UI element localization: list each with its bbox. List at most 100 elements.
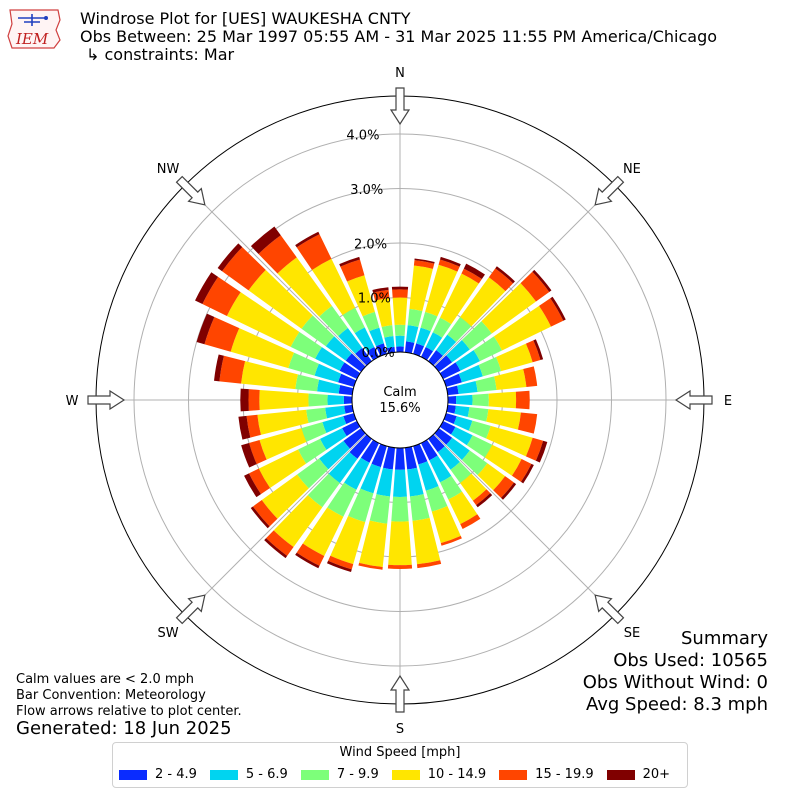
bar-120-bin-2 — [466, 435, 493, 458]
flow-arrow-w — [87, 389, 126, 411]
bar-250-bin-3 — [259, 428, 307, 460]
bar-50-bin-3 — [481, 283, 537, 334]
bar-20-bin-4 — [438, 259, 460, 272]
bar-20-bin-0 — [413, 343, 425, 357]
bar-30-bin-2 — [432, 317, 452, 338]
bar-240-bin-5 — [244, 473, 261, 498]
bar-290-bin-0 — [338, 373, 357, 387]
bar-20-bin-5 — [440, 256, 461, 267]
bar-70-bin-4 — [525, 340, 541, 363]
bar-300-bin-0 — [339, 362, 361, 380]
legend-label-5: 20+ — [642, 767, 671, 782]
bar-320-bin-0 — [355, 347, 372, 366]
bar-90-bin-2 — [472, 393, 489, 407]
flow-arrows-note: Flow arrows relative to plot center. — [16, 704, 242, 719]
bar-330-bin-0 — [366, 347, 380, 361]
chart-title-block: Windrose Plot for [UES] WAUKESHA CNTY Ob… — [80, 10, 717, 64]
bar-230-bin-3 — [261, 474, 309, 519]
summary-obs-without-wind: Obs Without Wind: 0 — [582, 672, 768, 693]
flow-arrow-e — [674, 389, 713, 411]
bar-250-bin-2 — [301, 422, 327, 442]
bar-340-bin-0 — [375, 343, 387, 357]
bar-250-bin-4 — [249, 440, 267, 465]
bar-170-bin-3 — [412, 517, 441, 565]
bar-210-bin-4 — [296, 543, 325, 566]
bar-300-bin-3 — [226, 292, 300, 347]
bar-270-bin-2 — [308, 393, 328, 407]
compass-label-se: SE — [624, 626, 640, 641]
bar-280-bin-5 — [214, 354, 224, 382]
bar-340-bin-1 — [369, 327, 384, 347]
bar-0-bin-1 — [395, 335, 405, 347]
bar-190-bin-3 — [359, 520, 388, 568]
bar-280-bin-2 — [295, 374, 320, 392]
bar-110-bin-4 — [525, 437, 544, 461]
bar-180-bin-1 — [393, 469, 407, 498]
bar-210-bin-0 — [360, 439, 380, 463]
bar-350-bin-1 — [384, 335, 395, 349]
bar-290-bin-4 — [204, 316, 240, 352]
bar-40-bin-0 — [428, 350, 443, 366]
compass-label-ne: NE — [623, 162, 641, 177]
radial-tick-label-4: 4.0% — [346, 129, 379, 144]
bar-220-bin-0 — [349, 434, 372, 459]
bar-300-bin-1 — [315, 347, 345, 371]
bar-310-bin-3 — [248, 269, 313, 329]
bar-100-bin-1 — [454, 405, 470, 418]
legend-swatch-5 — [606, 769, 635, 780]
summary-box: Summary Obs Used: 10565 Obs Without Wind… — [583, 628, 768, 716]
bar-150-bin-2 — [440, 475, 463, 500]
bar-100-bin-4 — [517, 412, 538, 434]
constraints: ↳ constraints: Mar — [86, 45, 235, 64]
summary-avg-speed: Avg Speed: 8.3 mph — [586, 694, 768, 715]
bar-140-bin-2 — [450, 461, 472, 484]
bar-240-bin-0 — [342, 420, 361, 437]
bar-350-bin-2 — [381, 325, 394, 338]
bar-240-bin-4 — [248, 468, 270, 495]
bar-290-bin-5 — [196, 313, 215, 345]
bar-60-bin-5 — [550, 296, 566, 321]
bar-330-bin-1 — [354, 327, 375, 352]
bar-250-bin-5 — [241, 443, 257, 468]
bar-110-bin-5 — [535, 440, 548, 463]
bar-260-bin-5 — [238, 415, 251, 440]
bar-50-bin-1 — [446, 340, 470, 363]
legend-item-2: 7 - 9.9 — [300, 767, 379, 782]
logo-text: IEM — [15, 30, 49, 48]
bar-220-bin-2 — [307, 473, 340, 508]
bar-110-bin-1 — [453, 416, 473, 431]
bar-300-bin-2 — [290, 331, 322, 359]
bar-350-bin-3 — [375, 298, 393, 328]
radial-tick-label-1: 1.0% — [358, 292, 391, 307]
bar-150-bin-3 — [448, 491, 478, 525]
bar-170-bin-1 — [407, 467, 424, 497]
bar-180-bin-3 — [388, 521, 412, 566]
flow-arrow-nw — [175, 175, 206, 206]
bar-150-bin-4 — [460, 514, 481, 529]
bar-0-bin-4 — [392, 289, 408, 298]
compass-label-sw: SW — [158, 626, 179, 641]
bar-0-bin-5 — [391, 286, 409, 290]
bar-30-bin-4 — [461, 268, 482, 284]
bar-70-bin-2 — [478, 357, 502, 377]
bar-310-bin-1 — [325, 336, 352, 361]
bar-200-bin-0 — [371, 443, 387, 468]
bar-320-bin-1 — [338, 328, 363, 354]
bar-70-bin-3 — [496, 343, 533, 372]
bar-220-bin-1 — [328, 452, 358, 484]
compass-label-n: N — [395, 66, 405, 81]
bar-90-bin-3 — [488, 391, 517, 409]
bar-190-bin-4 — [358, 562, 383, 570]
bar-300-bin-5 — [195, 272, 219, 305]
bar-170-bin-2 — [409, 494, 430, 521]
bar-310-bin-0 — [345, 353, 366, 372]
bar-260-bin-1 — [325, 405, 346, 419]
bar-0-bin-0 — [396, 346, 404, 353]
bar-200-bin-4 — [328, 555, 354, 570]
bar-230-bin-1 — [319, 440, 350, 470]
bar-230-bin-4 — [252, 500, 278, 527]
bar-250-bin-0 — [343, 413, 357, 425]
bar-30-bin-3 — [440, 273, 479, 325]
bar-50-bin-4 — [520, 271, 550, 302]
bar-60-bin-0 — [439, 362, 461, 380]
